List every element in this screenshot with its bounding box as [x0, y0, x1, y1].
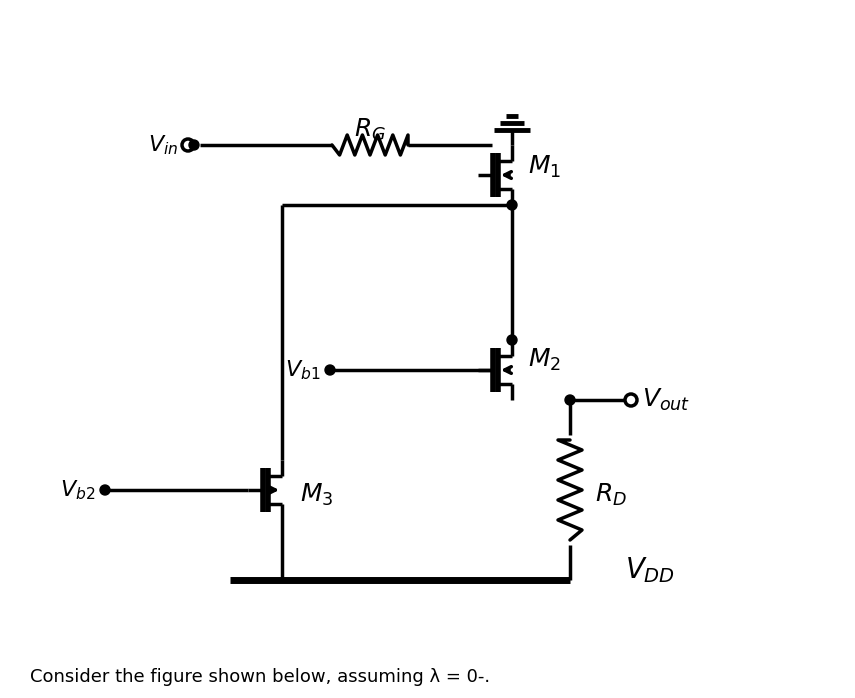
Circle shape: [189, 140, 199, 150]
Text: $V_{in}$: $V_{in}$: [148, 133, 178, 157]
Circle shape: [507, 335, 517, 345]
Text: $M_3$: $M_3$: [300, 482, 333, 508]
Circle shape: [325, 365, 335, 375]
Circle shape: [565, 395, 575, 405]
Text: $V_{b2}$: $V_{b2}$: [60, 478, 95, 502]
Text: $M_2$: $M_2$: [528, 347, 561, 373]
Circle shape: [100, 485, 110, 495]
Text: $V_{DD}$: $V_{DD}$: [625, 555, 675, 585]
Text: $V_{out}$: $V_{out}$: [642, 387, 690, 413]
Circle shape: [507, 200, 517, 210]
Text: $V_{b1}$: $V_{b1}$: [285, 358, 320, 382]
Text: $M_1$: $M_1$: [528, 154, 561, 180]
Text: $R_D$: $R_D$: [595, 482, 627, 508]
Text: $R_G$: $R_G$: [354, 117, 386, 143]
Text: Consider the figure shown below, assuming λ = 0-.: Consider the figure shown below, assumin…: [30, 668, 490, 686]
